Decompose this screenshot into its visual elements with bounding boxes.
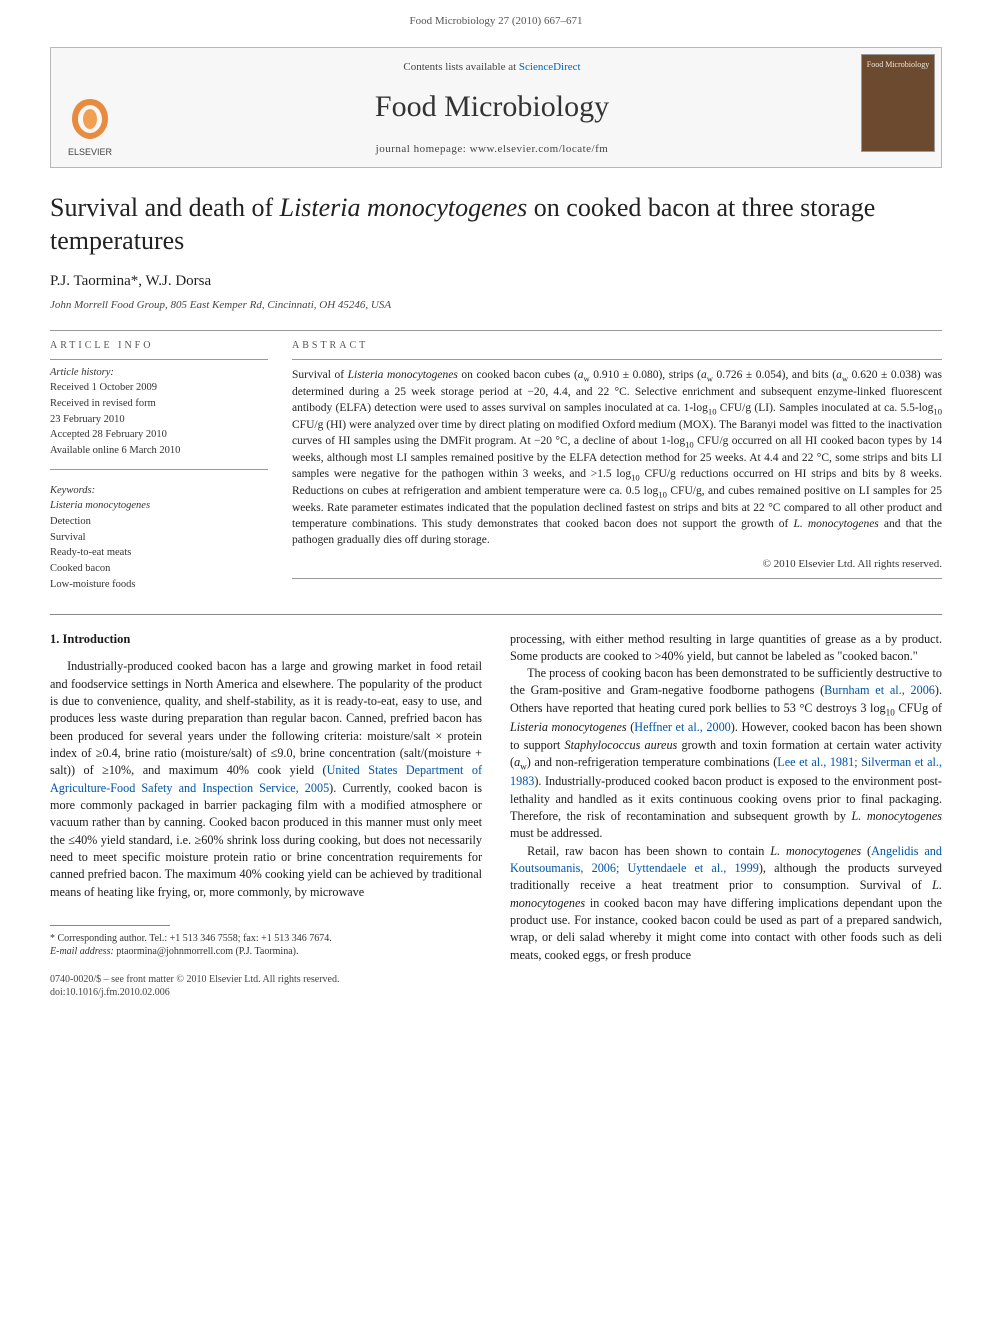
divider [50, 469, 268, 470]
history-line: Accepted 28 February 2010 [50, 428, 268, 443]
divider [292, 359, 942, 360]
homepage-line[interactable]: journal homepage: www.elsevier.com/locat… [129, 142, 855, 157]
keyword: Listeria monocytogenes [50, 499, 268, 514]
keyword: Detection [50, 515, 268, 530]
banner-right: Food Microbiology [855, 48, 941, 167]
article-info-column: ARTICLE INFO Article history: Received 1… [50, 339, 268, 594]
footnote: * Corresponding author. Tel.: +1 513 346… [50, 932, 482, 959]
banner-left: ELSEVIER [51, 48, 129, 167]
copyright: © 2010 Elsevier Ltd. All rights reserved… [292, 557, 942, 572]
contents-prefix: Contents lists available at [403, 61, 518, 73]
body-columns: 1. Introduction Industrially-produced co… [50, 631, 942, 1000]
page-header: Food Microbiology 27 (2010) 667–671 [0, 0, 992, 39]
keyword: Cooked bacon [50, 562, 268, 577]
section-head: 1. Introduction [50, 631, 482, 649]
keyword: Ready-to-eat meats [50, 546, 268, 561]
body-left-column: 1. Introduction Industrially-produced co… [50, 631, 482, 1000]
body-paragraph: The process of cooking bacon has been de… [510, 665, 942, 843]
history-line: 23 February 2010 [50, 413, 268, 428]
keyword: Survival [50, 531, 268, 546]
keyword: Low-moisture foods [50, 578, 268, 593]
footnote-separator [50, 925, 170, 926]
elsevier-logo-icon: ELSEVIER [60, 95, 120, 159]
journal-name: Food Microbiology [129, 86, 855, 128]
affiliation: John Morrell Food Group, 805 East Kemper… [50, 298, 942, 313]
contents-line: Contents lists available at ScienceDirec… [129, 60, 855, 75]
divider [50, 359, 268, 360]
abstract-head: ABSTRACT [292, 339, 942, 353]
journal-cover-icon: Food Microbiology [861, 54, 935, 152]
bottom-meta: 0740-0020/$ – see front matter © 2010 El… [50, 973, 482, 1000]
body-paragraph: processing, with either method resulting… [510, 631, 942, 666]
article-title: Survival and death of Listeria monocytog… [50, 192, 942, 257]
abstract-column: ABSTRACT Survival of Listeria monocytoge… [292, 339, 942, 594]
journal-banner: ELSEVIER Contents lists available at Sci… [50, 47, 942, 168]
divider [292, 578, 942, 579]
body-paragraph: Retail, raw bacon has been shown to cont… [510, 843, 942, 964]
abstract-text: Survival of Listeria monocytogenes on co… [292, 368, 942, 549]
divider [50, 330, 942, 331]
elsevier-label: ELSEVIER [68, 147, 113, 157]
body-right-column: processing, with either method resulting… [510, 631, 942, 1000]
sciencedirect-link[interactable]: ScienceDirect [519, 61, 581, 73]
body-paragraph: Industrially-produced cooked bacon has a… [50, 658, 482, 901]
keywords-head: Keywords: [50, 484, 268, 499]
footnote-line: E-mail address: ptaormina@johnmorrell.co… [50, 945, 482, 959]
article-info-head: ARTICLE INFO [50, 339, 268, 353]
divider [50, 614, 942, 615]
doi-line: doi:10.1016/j.fm.2010.02.006 [50, 986, 482, 1000]
history-line: Received in revised form [50, 397, 268, 412]
issn-line: 0740-0020/$ – see front matter © 2010 El… [50, 973, 482, 987]
authors: P.J. Taormina*, W.J. Dorsa [50, 271, 942, 292]
footnote-line: * Corresponding author. Tel.: +1 513 346… [50, 932, 482, 946]
info-abstract-row: ARTICLE INFO Article history: Received 1… [50, 339, 942, 594]
banner-mid: Contents lists available at ScienceDirec… [129, 48, 855, 167]
history-line: Received 1 October 2009 [50, 381, 268, 396]
article-content: Survival and death of Listeria monocytog… [0, 192, 992, 1000]
history-head: Article history: [50, 366, 268, 381]
history-line: Available online 6 March 2010 [50, 444, 268, 459]
